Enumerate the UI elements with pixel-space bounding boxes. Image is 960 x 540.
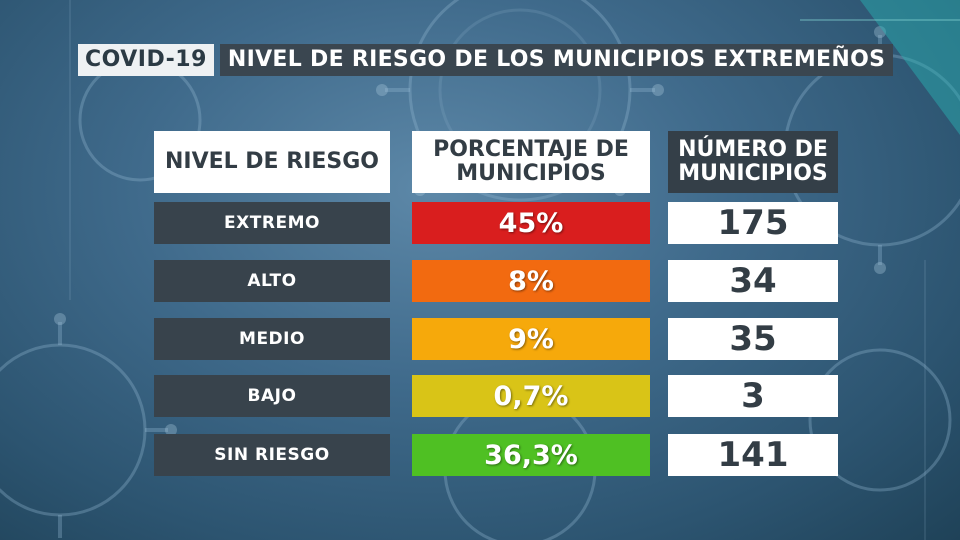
header-percent: PORCENTAJE DE MUNICIPIOS bbox=[412, 131, 650, 193]
count-cell: 35 bbox=[668, 318, 838, 360]
count-cell: 175 bbox=[668, 202, 838, 244]
level-cell: SIN RIESGO bbox=[154, 434, 390, 476]
title-tag: COVID-19 bbox=[78, 44, 214, 76]
chart-title: NIVEL DE RIESGO DE LOS MUNICIPIOS EXTREM… bbox=[219, 44, 894, 76]
count-cell: 3 bbox=[668, 375, 838, 417]
title-bar: COVID-19 NIVEL DE RIESGO DE LOS MUNICIPI… bbox=[78, 44, 894, 76]
header-count: NÚMERO DE MUNICIPIOS bbox=[668, 131, 838, 193]
percent-cell: 0,7% bbox=[412, 375, 650, 417]
level-cell: ALTO bbox=[154, 260, 390, 302]
header-level: NIVEL DE RIESGO bbox=[154, 131, 390, 193]
percent-cell: 36,3% bbox=[412, 434, 650, 476]
count-cell: 34 bbox=[668, 260, 838, 302]
count-cell: 141 bbox=[668, 434, 838, 476]
level-cell: MEDIO bbox=[154, 318, 390, 360]
percent-cell: 8% bbox=[412, 260, 650, 302]
level-cell: BAJO bbox=[154, 375, 390, 417]
percent-cell: 45% bbox=[412, 202, 650, 244]
percent-cell: 9% bbox=[412, 318, 650, 360]
level-cell: EXTREMO bbox=[154, 202, 390, 244]
